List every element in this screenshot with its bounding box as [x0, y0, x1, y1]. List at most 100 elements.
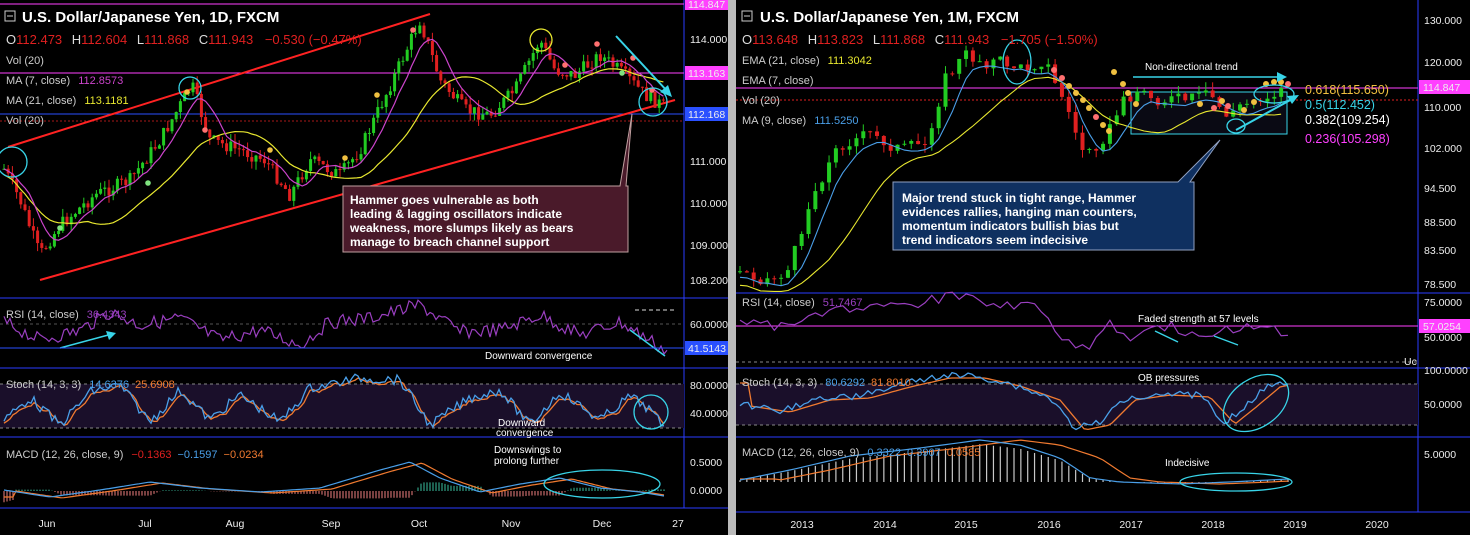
vol-label-2: Vol (20): [6, 115, 44, 127]
signal-dot: [1241, 107, 1247, 113]
candle-body: [1244, 103, 1249, 105]
candle-body: [640, 86, 644, 88]
candle-body: [868, 131, 873, 133]
candle-body: [246, 150, 250, 158]
macd-line: [739, 439, 1289, 485]
candle-body: [569, 70, 573, 77]
candle-body: [1265, 98, 1270, 102]
highlight-ellipse: [1253, 84, 1295, 104]
candle-body: [561, 74, 565, 76]
signal-dot: [1066, 83, 1072, 89]
ohlc-readout: O112.473 H112.604 L111.868 C111.943 −0.5…: [6, 32, 362, 47]
year-tick: 2015: [954, 519, 978, 531]
candle-body: [141, 162, 145, 169]
signal-dot: [374, 92, 380, 98]
bubble-line: trend indicators seem indecisive: [902, 233, 1088, 247]
signal-dots: [57, 27, 655, 231]
candle-body: [237, 148, 241, 150]
signal-dot: [184, 89, 190, 95]
candle-body: [48, 246, 52, 249]
candle-body: [544, 42, 548, 49]
h-label: H: [808, 32, 817, 47]
candle-body: [1279, 88, 1284, 97]
candle-body: [624, 66, 628, 69]
candle-body: [330, 172, 334, 177]
candle-body: [577, 71, 581, 78]
candle-body: [813, 191, 818, 210]
candle-body: [44, 247, 48, 249]
stoch-tick: 100.0000: [1424, 365, 1468, 377]
rsi-label: RSI (14, close) 36.4343: [6, 309, 127, 321]
candle-body: [216, 135, 220, 140]
bubble-line: leading & lagging oscillators indicate: [350, 207, 562, 221]
candle-body: [502, 97, 506, 108]
candle-body: [523, 64, 527, 74]
candle-body: [998, 56, 1003, 60]
candle-body: [1053, 64, 1058, 83]
candle-body: [957, 58, 962, 74]
stoch-tick: 40.0000: [690, 408, 728, 420]
candle-body: [443, 80, 447, 84]
price-tick: 78.500: [1424, 279, 1456, 291]
candle-body: [241, 149, 245, 151]
candle-body: [313, 156, 317, 160]
candle-body: [1101, 143, 1106, 151]
stoch-band: [0, 384, 684, 428]
candle-body: [342, 163, 346, 170]
candle-body: [1066, 96, 1071, 112]
candle-body: [1128, 96, 1133, 102]
signal-dot: [1100, 122, 1106, 128]
candle-body: [65, 216, 69, 225]
highlight-circle: [638, 87, 668, 117]
candle-body: [220, 139, 224, 144]
candle-body: [464, 99, 468, 105]
candle-body: [510, 90, 514, 94]
candle-body: [397, 61, 401, 74]
candle-body: [149, 147, 153, 164]
candle-body: [598, 54, 602, 62]
candle-body: [103, 187, 107, 189]
candle-body: [23, 204, 27, 211]
candle-body: [359, 154, 363, 160]
candle-body: [178, 101, 182, 112]
rsi-tick: 60.0000: [690, 319, 728, 331]
highlight-ellipse: [543, 469, 661, 499]
h-label: H: [72, 32, 81, 47]
candle-body: [170, 119, 174, 132]
candle-body: [615, 63, 619, 67]
candle-body: [1272, 96, 1277, 99]
candle-body: [594, 54, 598, 68]
candle-body: [1196, 92, 1201, 94]
price-tick: 83.500: [1424, 245, 1456, 257]
candle-body: [166, 127, 170, 132]
highlight-ellipse: [1222, 373, 1290, 433]
candle-body: [586, 61, 590, 68]
candle-body: [380, 106, 384, 108]
candle-body: [267, 163, 271, 165]
ma7-label: MA (7, close) 112.8573: [6, 75, 123, 87]
c-value: 111.943: [208, 32, 253, 47]
candle-body: [57, 230, 61, 235]
rsi-note: Downward convergence: [485, 351, 593, 362]
year-tick: 2017: [1119, 519, 1143, 531]
candle-body: [1114, 115, 1119, 125]
candle-body: [250, 157, 254, 162]
rsi-tag: 41.5143: [688, 343, 726, 355]
rsi-tick: 50.0000: [1424, 332, 1462, 344]
candle-body: [338, 169, 342, 171]
candle-body: [61, 216, 65, 231]
signal-dot: [1211, 105, 1217, 111]
stoch-tick: 50.0000: [1424, 399, 1462, 411]
candle-body: [582, 61, 586, 72]
candle-body: [1210, 90, 1215, 98]
candle-body: [317, 156, 321, 162]
candle-body: [636, 80, 640, 87]
price-tag-last: 112.168: [688, 109, 725, 121]
c-value: 111.943: [944, 32, 989, 47]
macd-histogram: [739, 444, 1289, 484]
candle-body: [820, 182, 825, 192]
candle-body: [195, 82, 199, 95]
candle-body: [124, 179, 128, 186]
candle-body: [115, 178, 119, 191]
candle-body: [1080, 132, 1085, 150]
